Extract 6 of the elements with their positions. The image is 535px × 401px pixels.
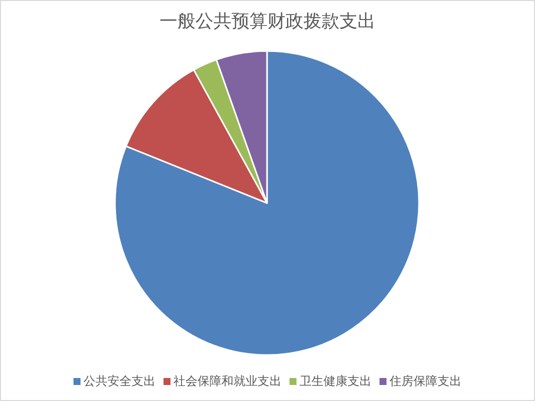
legend-label: 住房保障支出 (388, 374, 462, 388)
legend-label: 卫生健康支出 (300, 374, 372, 388)
legend-label: 公共安全支出 (84, 374, 156, 388)
legend-label: 社会保障和就业支出 (174, 374, 282, 388)
pie-slice (114, 50, 420, 356)
chart-title: 一般公共预算财政拨款支出 (160, 11, 376, 31)
